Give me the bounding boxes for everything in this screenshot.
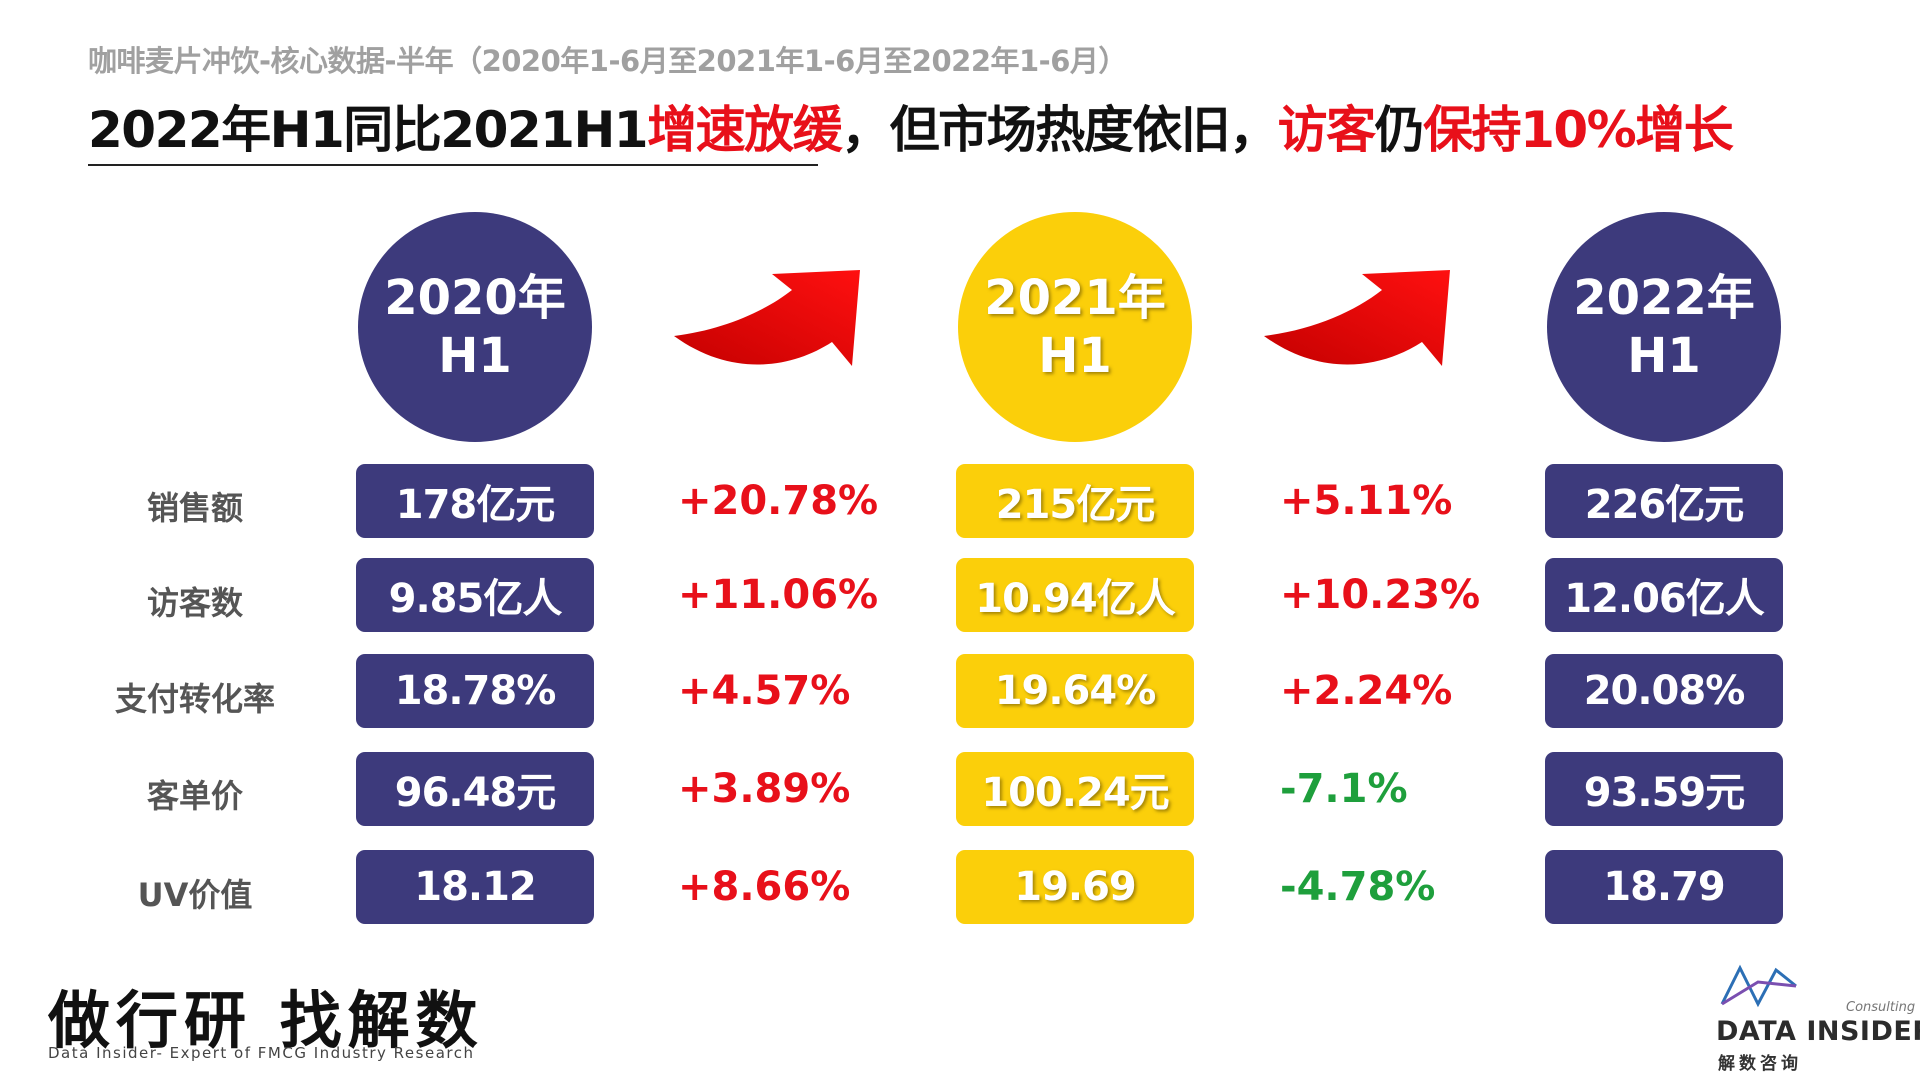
change-2022-sales: +5.11% [1280,478,1453,524]
headline-highlight-visitors: 访客 [1277,101,1377,159]
value-2021-avg-order: 100.24元 [956,752,1194,826]
value-2022-uv-value: 18.79 [1545,850,1783,924]
brand-slogan: 做行研 找解数 [48,984,484,1057]
slide-headline: 2022年H1同比2021H1增速放缓，但市场热度依旧，访客仍保持10%增长 [88,90,1734,162]
change-2022-visitors: +10.23% [1280,572,1481,618]
change-2022-conversion: +2.24% [1280,668,1453,714]
value-2022-visitors: 12.06亿人 [1545,558,1783,632]
period-circle-2021: 2021年 H1 [958,212,1192,442]
period-circle-2022: 2022年 H1 [1547,212,1781,442]
value-2022-conversion: 20.08% [1545,654,1783,728]
change-2021-avg-order: +3.89% [678,766,851,812]
logo-consulting-text: Consulting [1846,1000,1916,1015]
logo-company-cn: 解数咨询 [1718,1054,1802,1074]
value-2021-conversion: 19.64% [956,654,1194,728]
title-underline [88,164,818,166]
value-2021-visitors: 10.94亿人 [956,558,1194,632]
change-2021-uv-value: +8.66% [678,864,851,910]
period-half: H1 [438,328,512,384]
brand-tagline: Data Insider- Expert of FMCG Industry Re… [48,1044,475,1062]
value-2021-sales: 215亿元 [956,464,1194,538]
headline-highlight-growth: 保持10%增长 [1423,101,1734,159]
period-year: 2021年 [984,270,1166,326]
value-2020-sales: 178亿元 [356,464,594,538]
slide-subtitle: 咖啡麦片冲饮-核心数据-半年（2020年1-6月至2021年1-6月至2022年… [88,44,1127,78]
value-2020-conversion: 18.78% [356,654,594,728]
metric-label-avg-order: 客单价 [146,777,243,815]
value-2021-uv-value: 19.69 [956,850,1194,924]
value-2020-visitors: 9.85亿人 [356,558,594,632]
period-year: 2020年 [384,270,566,326]
headline-part-1: 2022年H1同比2021H1 [88,101,649,159]
change-2021-sales: +20.78% [678,478,879,524]
data-insider-logo-icon [1720,964,1797,1008]
headline-highlight-slowdown: 增速放缓 [647,101,843,159]
value-2020-avg-order: 96.48元 [356,752,594,826]
value-2022-avg-order: 93.59元 [1545,752,1783,826]
change-2022-avg-order: -7.1% [1280,766,1408,812]
metric-label-conversion: 支付转化率 [114,680,275,718]
value-2020-uv-value: 18.12 [356,850,594,924]
change-2021-visitors: +11.06% [678,572,879,618]
metric-label-sales: 销售额 [146,489,243,527]
headline-part-3: ，但市场热度依旧， [841,101,1279,159]
value-2022-sales: 226亿元 [1545,464,1783,538]
growth-arrow-icon [1264,270,1450,366]
change-2021-conversion: +4.57% [678,668,851,714]
metric-label-uv-value: UV价值 [137,876,253,914]
headline-part-5: 仍 [1374,101,1425,159]
period-circle-2020: 2020年 H1 [358,212,592,442]
period-half: H1 [1627,328,1701,384]
metric-label-visitors: 访客数 [146,584,243,622]
change-2022-uv-value: -4.78% [1280,864,1436,910]
logo-company-name: DATA INSIDER [1716,1016,1920,1047]
period-half: H1 [1038,328,1112,384]
growth-arrow-icon [674,270,860,366]
period-year: 2022年 [1573,270,1755,326]
